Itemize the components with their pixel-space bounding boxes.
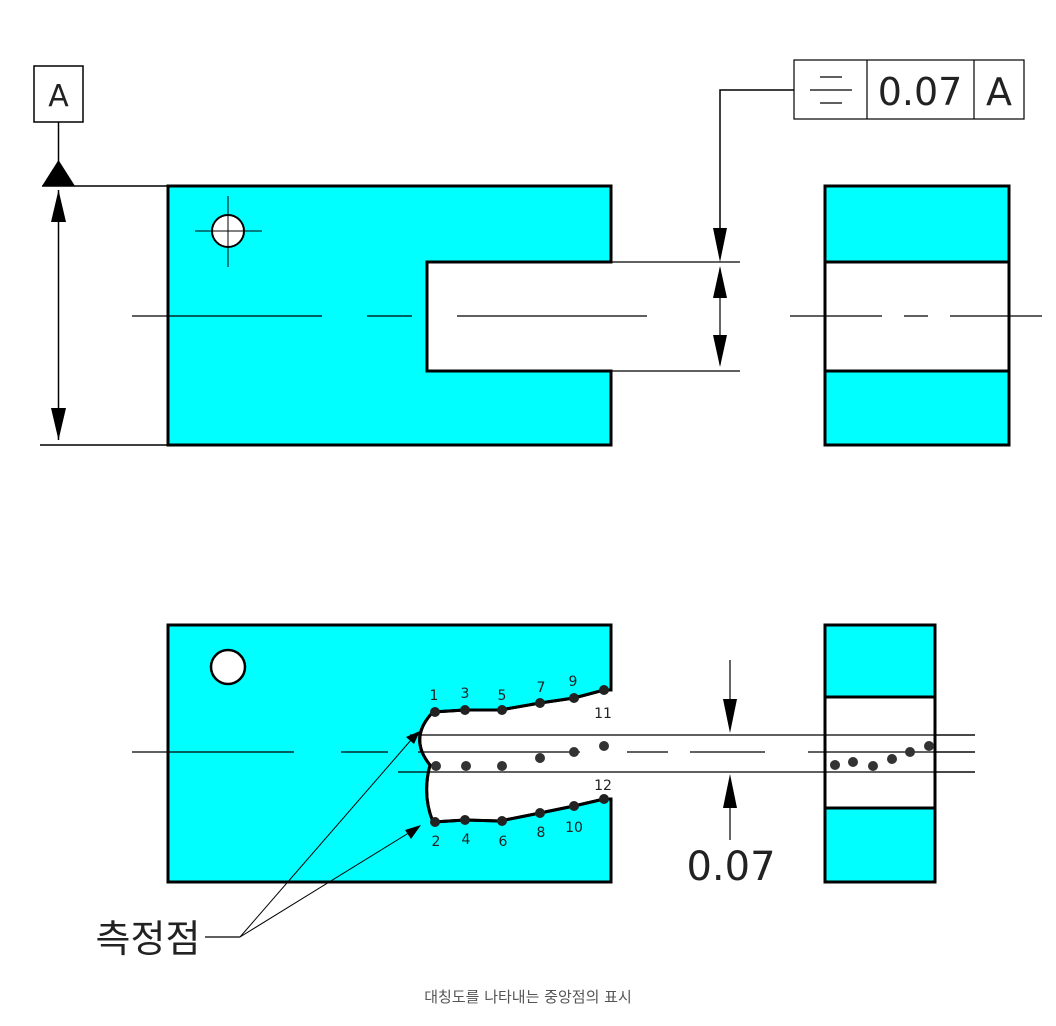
point-number-8: 8 (537, 825, 546, 841)
fcf-datum-ref: A (986, 70, 1012, 114)
point-number-5: 5 (498, 688, 507, 704)
point-number-3: 3 (461, 686, 470, 702)
top-side-view (790, 184, 1048, 447)
point-number-6: 6 (499, 834, 508, 850)
point-10 (569, 801, 579, 811)
figure-caption: 대칭도를 나타내는 중앙점의 표시 (424, 988, 632, 1006)
point-number-12: 12 (594, 778, 612, 794)
fcf-tolerance: 0.07 (878, 70, 963, 114)
point-7 (535, 698, 545, 708)
point-3 (460, 705, 470, 715)
side-midpoints (830, 741, 934, 771)
point-number-11: 11 (594, 706, 612, 722)
point-number-10: 10 (565, 820, 583, 836)
midpoint-5 (569, 747, 579, 757)
midpoint-2 (461, 761, 471, 771)
fcf-leader-arrow (713, 228, 727, 262)
measurement-points (430, 685, 609, 827)
point-11 (599, 685, 609, 695)
bottom-front-view (132, 623, 975, 884)
bottom-side-view (823, 623, 975, 884)
midpoint-3 (497, 761, 507, 771)
measurement-point-leader: 측정점 (96, 731, 421, 961)
point-number-7: 7 (537, 680, 546, 696)
datum-triangle (42, 160, 75, 186)
point-2 (430, 817, 440, 827)
point-8 (535, 808, 545, 818)
datum-letter: A (48, 79, 69, 114)
point-12 (599, 794, 609, 804)
point-number-9: 9 (569, 674, 578, 690)
datum-a: A (33, 65, 168, 446)
zone-tolerance-label: 0.07 (686, 844, 775, 890)
midpoint-6 (599, 741, 609, 751)
point-9 (569, 693, 579, 703)
measurement-points-label: 측정점 (96, 917, 201, 961)
zone-dimension: 0.07 (686, 660, 776, 890)
feature-control-frame: 0.07 A (713, 59, 1025, 262)
top-front-view (132, 184, 648, 447)
slot-dimension (612, 261, 740, 372)
point-number-2: 2 (432, 834, 441, 850)
midpoint-1 (431, 761, 441, 771)
point-number-labels: 1 3 5 7 9 11 2 4 6 8 10 12 (430, 674, 612, 850)
point-5 (497, 705, 507, 715)
point-1 (430, 707, 440, 717)
point-6 (497, 816, 507, 826)
point-number-4: 4 (462, 832, 471, 848)
point-number-1: 1 (430, 688, 439, 704)
symmetry-icon (810, 76, 852, 104)
point-4 (460, 815, 470, 825)
midpoint-4 (535, 753, 545, 763)
bottom-hole (209, 648, 247, 686)
